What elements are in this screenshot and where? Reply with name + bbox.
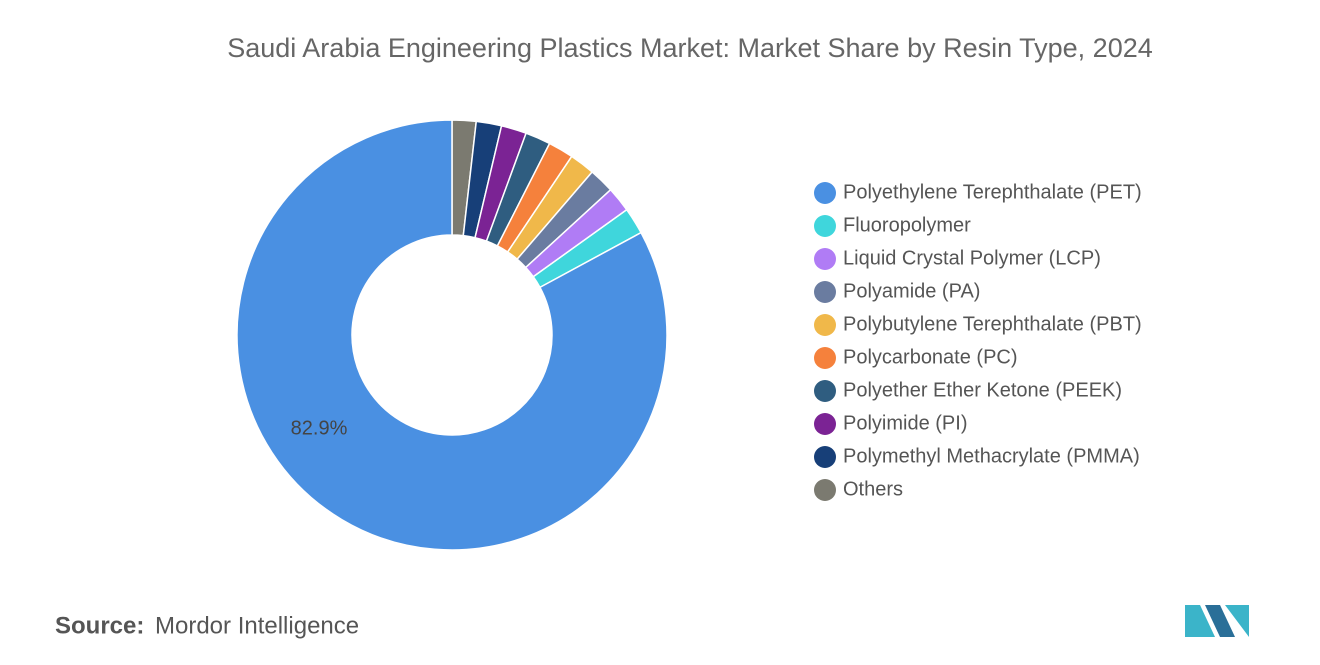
- legend-label: Polyethylene Terephthalate (PET): [843, 181, 1142, 203]
- legend-label: Polymethyl Methacrylate (PMMA): [843, 445, 1140, 467]
- slice: [236, 119, 668, 551]
- legend-label: Polycarbonate (PC): [843, 346, 1018, 368]
- legend-swatch: [814, 380, 836, 402]
- chart-title: Saudi Arabia Engineering Plastics Market…: [227, 33, 1153, 63]
- data-label: 82.9%: [291, 418, 348, 440]
- legend-swatch: [814, 314, 836, 336]
- source-text: Mordor Intelligence: [155, 612, 359, 639]
- legend-swatch: [814, 248, 836, 270]
- legend-swatch: [814, 215, 836, 237]
- legend-label: Polyimide (PI): [843, 412, 967, 434]
- legend-label: Polyether Ether Ketone (PEEK): [843, 379, 1122, 401]
- legend-label: Fluoropolymer: [843, 214, 971, 236]
- legend-label: Polybutylene Terephthalate (PBT): [843, 313, 1142, 335]
- legend-swatch: [814, 479, 836, 501]
- source-label: Source:: [55, 612, 144, 639]
- logo: [1185, 605, 1249, 637]
- legend-label: Others: [843, 478, 903, 500]
- legend-swatch: [814, 446, 836, 468]
- legend-swatch: [814, 347, 836, 369]
- legend-swatch: [814, 182, 836, 204]
- legend-label: Liquid Crystal Polymer (LCP): [843, 247, 1101, 269]
- legend-label: Polyamide (PA): [843, 280, 980, 302]
- legend-swatch: [814, 413, 836, 435]
- legend-swatch: [814, 281, 836, 303]
